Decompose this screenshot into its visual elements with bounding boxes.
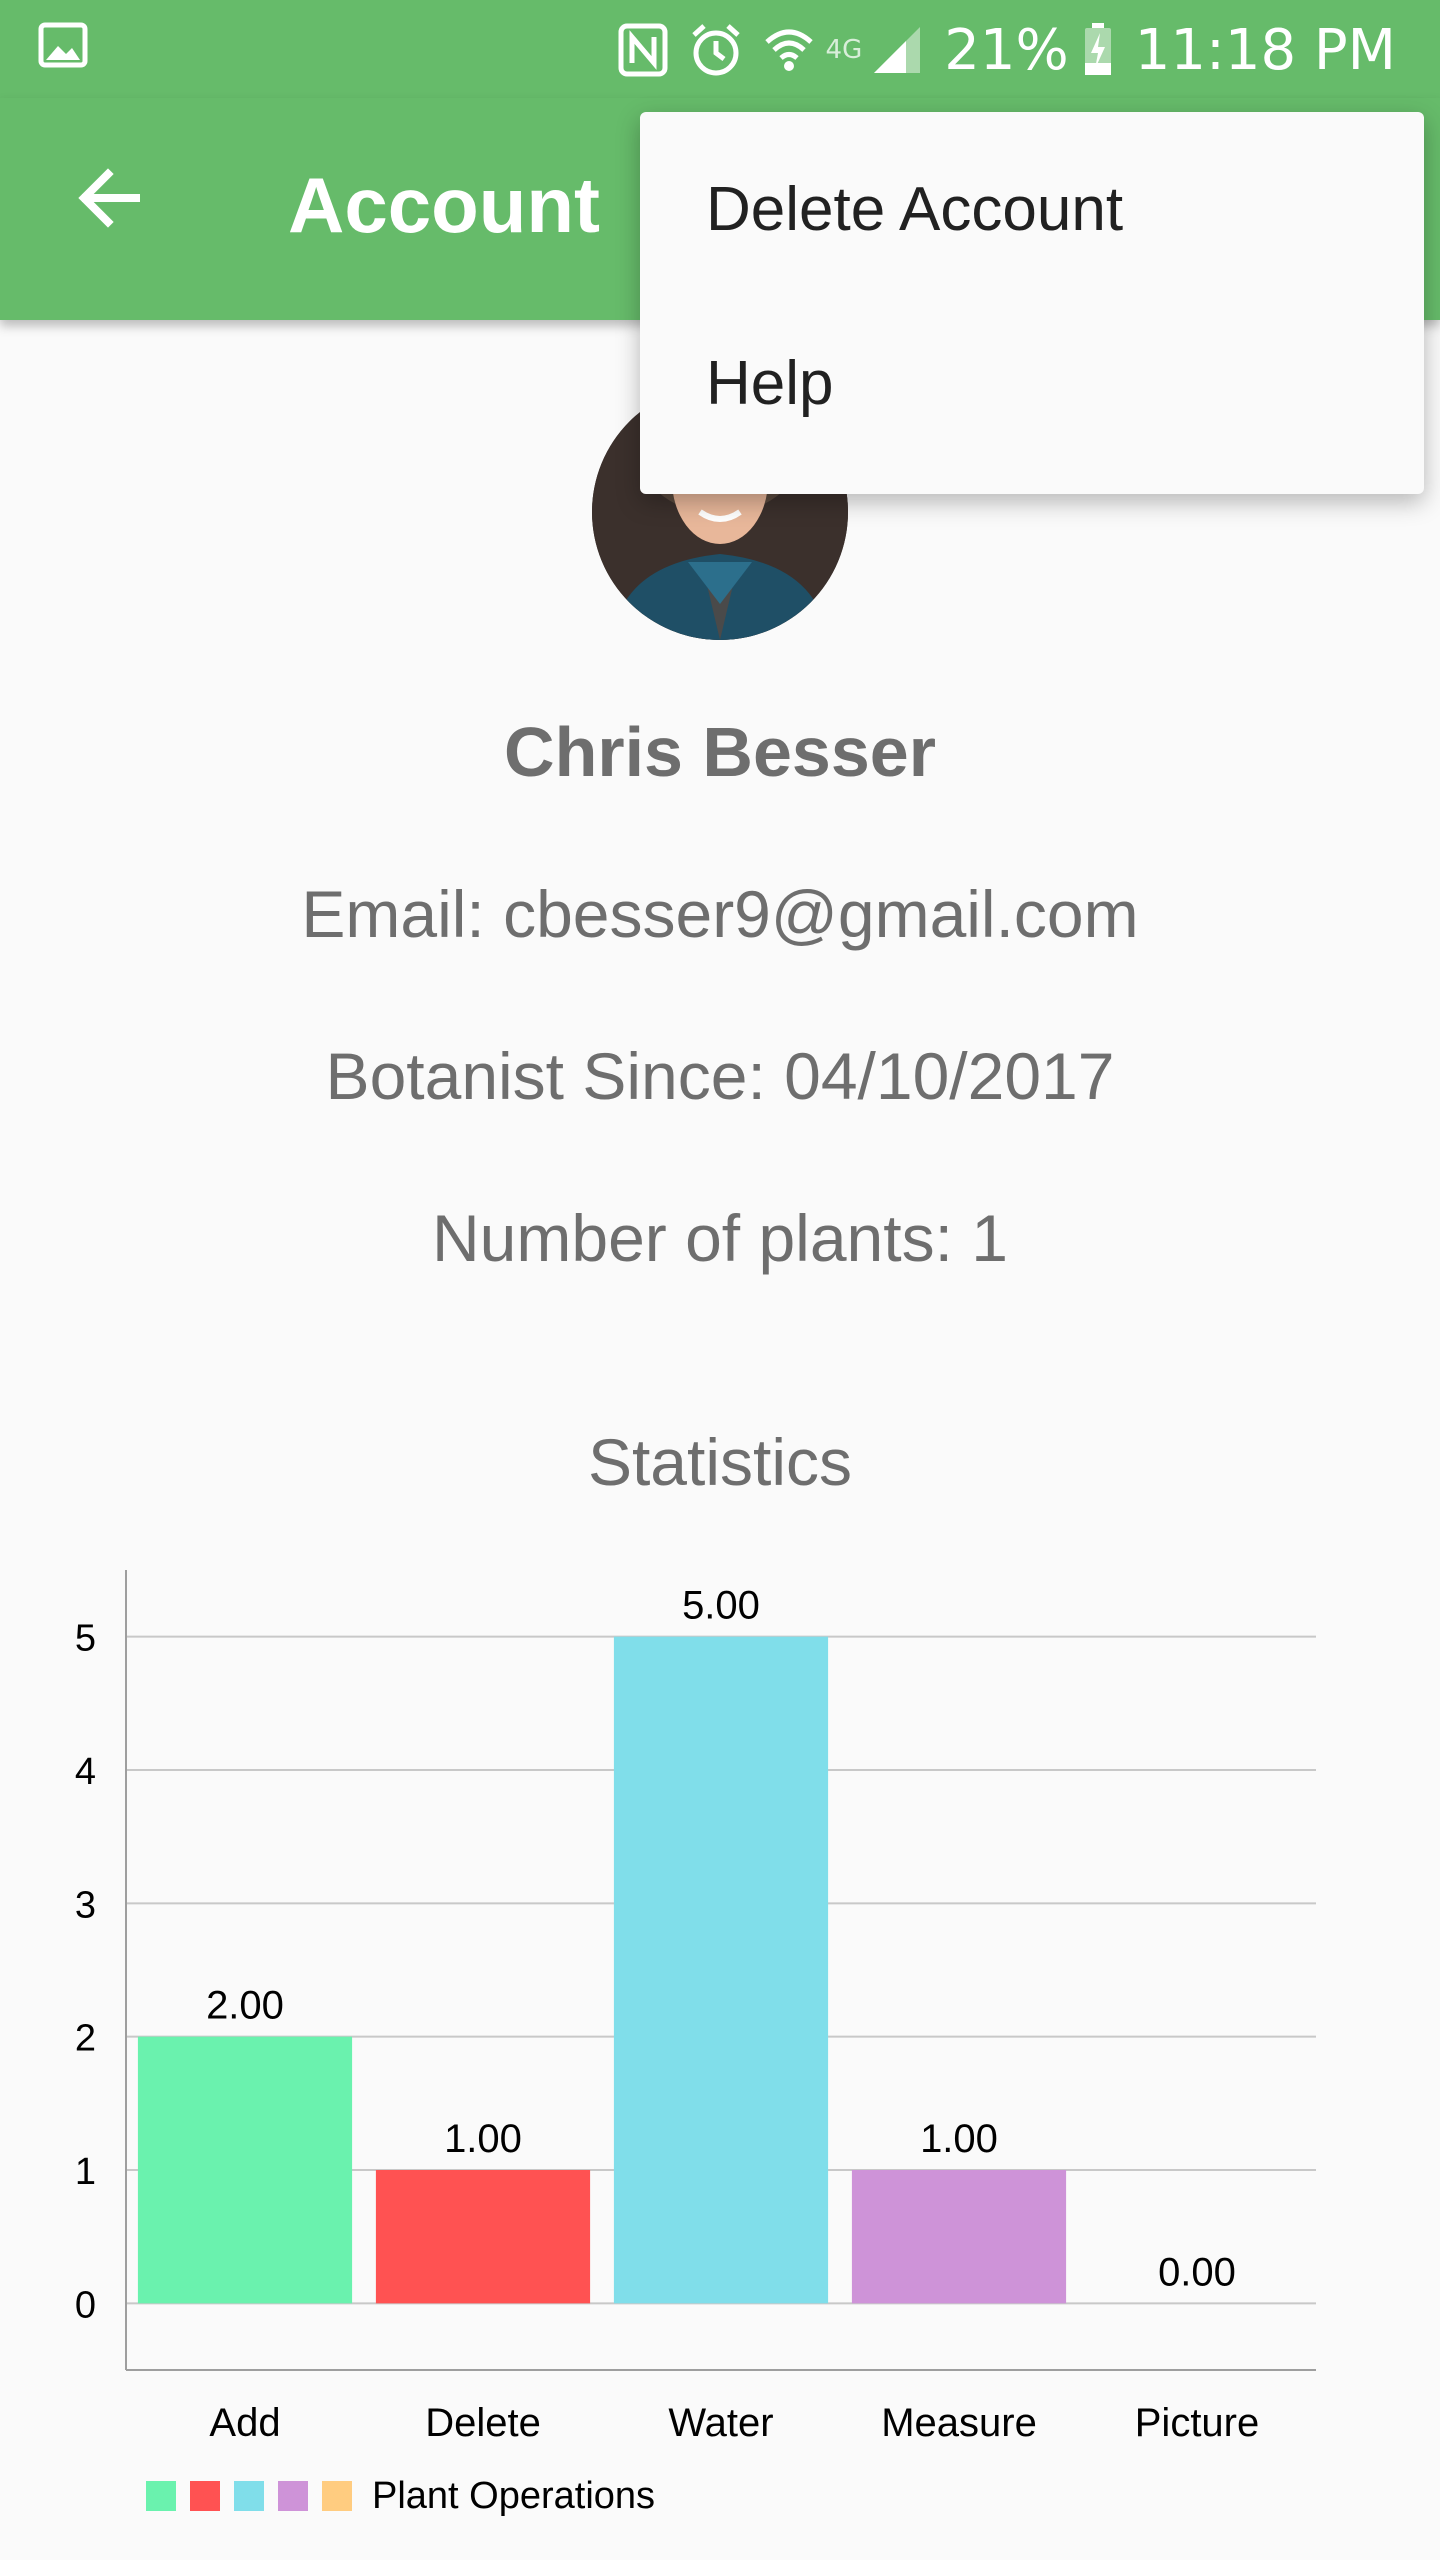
legend-swatch <box>234 2481 264 2511</box>
bar-add <box>137 2036 353 2304</box>
data-label: 1.00 <box>444 2117 522 2161</box>
bar-delete <box>375 2170 591 2304</box>
legend-swatch <box>146 2481 176 2511</box>
wifi-icon <box>764 24 814 76</box>
legend-swatch <box>190 2481 220 2511</box>
y-tick-label: 3 <box>75 1884 96 1926</box>
user-email: Email: cbesser9@gmail.com <box>301 877 1139 951</box>
page-title: Account <box>288 161 600 249</box>
y-tick-label: 1 <box>75 2151 96 2193</box>
menu-item-delete-account[interactable]: Delete Account <box>706 175 1124 244</box>
bar-measure <box>851 2170 1067 2304</box>
chart-legend: Plant Operations <box>146 2474 655 2518</box>
y-tick-label: 2 <box>75 2018 96 2060</box>
y-tick-label: 0 <box>75 2284 96 2326</box>
y-tick-label: 5 <box>75 1618 96 1660</box>
alarm-icon <box>690 23 742 77</box>
data-label: 5.00 <box>682 1584 760 1628</box>
legend-swatch <box>278 2481 308 2511</box>
signal-icon <box>872 25 922 75</box>
x-tick-label: Add <box>209 2401 280 2445</box>
network-type-label: 4G <box>825 35 863 65</box>
clock: 11:18 PM <box>1134 17 1396 83</box>
user-name: Chris Besser <box>504 713 936 791</box>
battery-percent: 21% <box>944 17 1069 83</box>
legend-swatch <box>322 2481 352 2511</box>
data-label: 1.00 <box>920 2117 998 2161</box>
overflow-menu: Delete Account Help <box>640 112 1424 494</box>
status-bar: 4G 21% 11:18 PM <box>0 0 1440 98</box>
data-label: 0.00 <box>1158 2250 1236 2294</box>
statistics-bar-chart: 0 1 2 3 4 5 2.00 Add 1.00 Delete 5.00 Water 1.00 Meas… <box>75 1570 1316 2445</box>
statistics-title: Statistics <box>587 1425 853 1499</box>
number-of-plants: Number of plants: 1 <box>432 1201 1008 1275</box>
menu-item-help[interactable]: Help <box>706 349 834 418</box>
x-tick-label: Water <box>668 2401 773 2445</box>
bar-water <box>613 1636 829 2304</box>
x-tick-label: Delete <box>425 2401 541 2445</box>
x-tick-label: Measure <box>881 2401 1037 2445</box>
botanist-since: Botanist Since: 04/10/2017 <box>325 1039 1115 1113</box>
data-label: 2.00 <box>206 1984 284 2028</box>
gallery-icon <box>38 22 88 73</box>
legend-label: Plant Operations <box>372 2474 656 2517</box>
battery-charging-icon <box>1083 23 1113 77</box>
x-tick-label: Picture <box>1135 2401 1260 2445</box>
y-tick-label: 4 <box>75 1751 96 1793</box>
arrow-back-icon[interactable] <box>70 158 150 238</box>
nfc-icon <box>618 23 668 77</box>
